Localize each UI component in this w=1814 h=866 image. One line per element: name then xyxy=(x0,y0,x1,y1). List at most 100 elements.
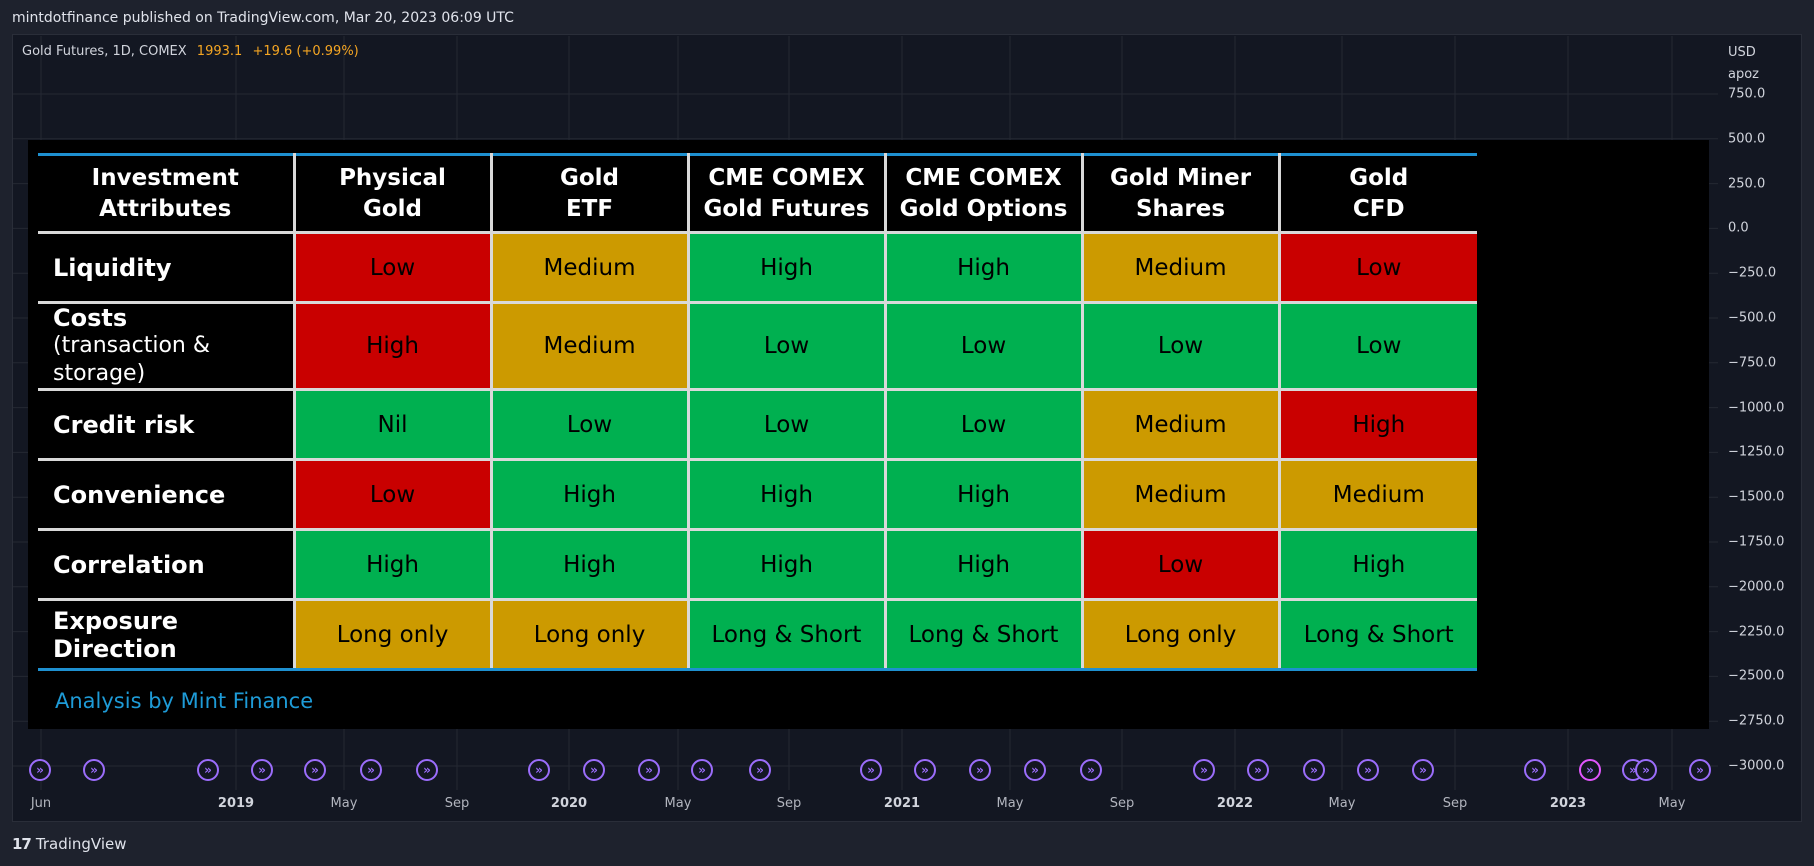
price-tick: 750.0 xyxy=(1728,86,1766,102)
rating-cell: Medium xyxy=(1080,231,1281,304)
row-label-text: Costs xyxy=(53,304,128,332)
price-tick: −3000.0 xyxy=(1728,758,1785,774)
event-marker-icon[interactable]: » xyxy=(1635,759,1657,781)
event-marker-icon[interactable]: » xyxy=(749,759,771,781)
rating-cell: High xyxy=(1277,388,1477,461)
event-marker-icon[interactable]: » xyxy=(1303,759,1325,781)
published-line: mintdotfinance published on TradingView.… xyxy=(12,10,514,26)
column-header: Gold CFD xyxy=(1277,153,1477,234)
column-header-line: ETF xyxy=(565,195,614,222)
rating-cell: High xyxy=(686,458,887,531)
row-label-text: Correlation xyxy=(53,550,205,579)
row-label-text: Convenience xyxy=(53,480,226,509)
event-marker-icon[interactable]: » xyxy=(914,759,936,781)
currency-label: USD xyxy=(1728,45,1756,60)
analysis-credit: Analysis by Mint Finance xyxy=(55,689,314,713)
event-marker-icon[interactable]: » xyxy=(1357,759,1379,781)
rating-cell: High xyxy=(292,528,493,601)
event-marker-icon[interactable]: » xyxy=(1412,759,1434,781)
time-tick: 2022 xyxy=(1216,796,1254,811)
rating-cell: Medium xyxy=(489,231,690,304)
event-marker-icon[interactable]: » xyxy=(528,759,550,781)
event-marker-icon[interactable]: » xyxy=(304,759,326,781)
event-marker-icon[interactable]: » xyxy=(29,759,51,781)
event-marker-icon[interactable]: » xyxy=(1524,759,1546,781)
event-marker-icon[interactable]: » xyxy=(251,759,273,781)
event-marker-icon[interactable]: » xyxy=(1579,759,1601,781)
event-marker-icon[interactable]: » xyxy=(1193,759,1215,781)
price-change: +19.6 (+0.99%) xyxy=(252,44,359,59)
rating-cell: Medium xyxy=(489,301,690,391)
price-tick: 500.0 xyxy=(1728,131,1766,147)
rating-cell: Medium xyxy=(1080,458,1281,531)
rating-cell: Low xyxy=(489,388,690,461)
time-tick: Sep xyxy=(776,796,802,811)
rating-cell: Low xyxy=(292,231,493,304)
price-tick: −1000.0 xyxy=(1728,400,1785,416)
rating-cell: High xyxy=(883,231,1084,304)
event-marker-icon[interactable]: » xyxy=(416,759,438,781)
attributes-table: Investment Attributes Physical Gold Gold ETF C… xyxy=(38,153,1477,671)
row-label: Credit risk xyxy=(38,388,296,461)
event-marker-icon[interactable]: » xyxy=(638,759,660,781)
event-marker-icon[interactable]: » xyxy=(1689,759,1711,781)
rating-cell: High xyxy=(686,231,887,304)
time-tick: Jun xyxy=(30,796,52,811)
event-marker-icon[interactable]: » xyxy=(691,759,713,781)
price-tick: −1750.0 xyxy=(1728,534,1785,550)
rating-cell: Long only xyxy=(489,598,690,671)
column-header-line: Shares xyxy=(1135,195,1226,222)
time-tick: May xyxy=(1328,796,1356,811)
brand-name: TradingView xyxy=(35,835,127,853)
rating-cell: High xyxy=(489,528,690,601)
rating-cell: High xyxy=(883,528,1084,601)
rating-cell: Low xyxy=(883,301,1084,391)
rating-cell: Long only xyxy=(1080,598,1281,671)
column-header: Investment Attributes xyxy=(38,153,296,234)
column-header: Gold ETF xyxy=(489,153,690,234)
rating-cell: Medium xyxy=(1277,458,1477,531)
event-marker-icon[interactable]: » xyxy=(969,759,991,781)
event-marker-icon[interactable]: » xyxy=(360,759,382,781)
column-header-line: Gold Miner xyxy=(1109,164,1252,191)
time-tick: 2023 xyxy=(1549,796,1587,811)
event-marker-icon[interactable]: » xyxy=(83,759,105,781)
rating-cell: Low xyxy=(1277,231,1477,304)
symbol-legend[interactable]: Gold Futures, 1D, COMEX 1993.1 +19.6 (+0… xyxy=(22,44,359,59)
event-marker-icon[interactable]: » xyxy=(860,759,882,781)
tradingview-logo-icon: 17 xyxy=(12,835,32,853)
rating-cell: High xyxy=(292,301,493,391)
event-marker-icon[interactable]: » xyxy=(583,759,605,781)
price-tick: −1500.0 xyxy=(1728,489,1785,505)
row-label: Convenience xyxy=(38,458,296,531)
column-header-line: Investment xyxy=(91,164,239,191)
column-header-line: CME COMEX xyxy=(905,164,1062,191)
price-tick: −1250.0 xyxy=(1728,444,1785,460)
event-marker-icon[interactable]: » xyxy=(1024,759,1046,781)
table-row: Exposure Direction Long only Long only Long… xyxy=(38,598,1477,671)
rating-cell: Low xyxy=(686,301,887,391)
rating-cell: Low xyxy=(686,388,887,461)
table-header-row: Investment Attributes Physical Gold Gold ETF C… xyxy=(38,153,1477,234)
rating-cell: Medium xyxy=(1080,388,1281,461)
rating-cell: Long & Short xyxy=(686,598,887,671)
symbol-name: Gold Futures, 1D, COMEX xyxy=(22,44,187,59)
row-label: Correlation xyxy=(38,528,296,601)
column-header-line: CME COMEX xyxy=(708,164,865,191)
table-row: Convenience Low High High High Medium Medium xyxy=(38,458,1477,531)
event-marker-icon[interactable]: » xyxy=(1247,759,1269,781)
time-tick: Sep xyxy=(1442,796,1468,811)
column-header: CME COMEX Gold Futures xyxy=(686,153,887,234)
table-row: Correlation High High High High Low High xyxy=(38,528,1477,601)
row-label-text: Credit risk xyxy=(53,410,195,439)
time-tick: 2019 xyxy=(217,796,255,811)
table-row: Credit risk Nil Low Low Low Medium High xyxy=(38,388,1477,461)
price-axis-unit[interactable]: USD apoz xyxy=(1728,42,1759,86)
price-tick: −500.0 xyxy=(1728,310,1777,326)
time-tick: Sep xyxy=(1109,796,1135,811)
event-marker-icon[interactable]: » xyxy=(197,759,219,781)
tradingview-brand[interactable]: 17 TradingView xyxy=(12,835,127,853)
event-marker-icon[interactable]: » xyxy=(1080,759,1102,781)
rating-cell: High xyxy=(1277,528,1477,601)
time-tick: 2021 xyxy=(883,796,921,811)
